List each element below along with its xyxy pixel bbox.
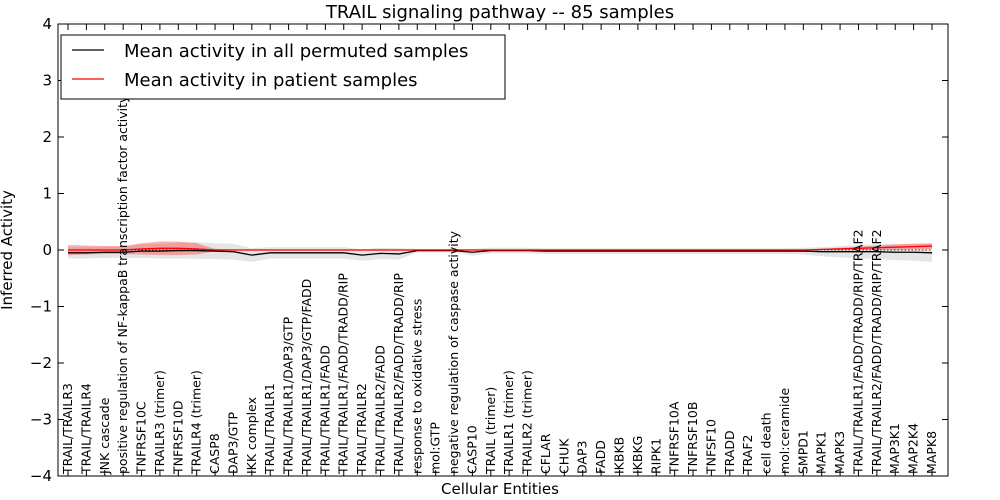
x-tick-label: SMPD1 <box>795 430 810 474</box>
x-tick-label: MAPK8 <box>924 431 939 474</box>
x-tick-label: TRAIL/TRAILR2 <box>354 383 369 475</box>
x-tick-label: positive regulation of NF-kappaB transcr… <box>115 95 130 474</box>
x-tick-label: mol:ceramide <box>777 388 792 474</box>
y-tick-label: 4 <box>42 15 52 33</box>
confidence-bands <box>68 241 932 262</box>
x-tick-label: TRADD <box>722 430 737 475</box>
x-tick-label: MAPK1 <box>814 431 829 474</box>
x-tick-label: CHUK <box>556 438 571 474</box>
y-tick-label: −3 <box>30 411 52 429</box>
legend-label-patient: Mean activity in patient samples <box>124 70 418 91</box>
legend-label-permuted: Mean activity in all permuted samples <box>124 41 468 62</box>
series-line-1 <box>68 245 933 251</box>
x-tick-label: TRAIL/TRAILR1/FADD/TRADD/RIP <box>336 273 351 475</box>
x-tick-label: IKBKG <box>630 436 645 474</box>
series-lines <box>68 245 933 256</box>
legend-box <box>60 34 506 100</box>
x-axis <box>67 24 933 476</box>
x-tick-label: MAP2K4 <box>906 423 921 474</box>
x-tick-label: TNFRSF10B <box>685 402 700 475</box>
x-axis-label: Cellular Entities <box>441 480 559 498</box>
y-tick-label: −4 <box>30 467 52 485</box>
x-tick-label: TRAIL/TRAILR1/DAP3/GTP/FADD <box>299 279 314 475</box>
x-tick-label: TRAIL/TRAILR1/FADD <box>317 345 332 475</box>
x-tick-label: CFLAR <box>538 433 553 474</box>
x-tick-label: mol:GTP <box>428 422 443 474</box>
x-tick-label: CASP10 <box>464 425 479 474</box>
x-tick-label: JNK cascade <box>97 397 112 475</box>
x-tick-label: TRAILR4 (trimer) <box>189 370 204 475</box>
chart-title: TRAIL signaling pathway -- 85 samples <box>325 2 674 23</box>
x-tick-label: response to oxidative stress <box>409 299 424 474</box>
x-tick-label: FADD <box>593 440 608 474</box>
plot-frame <box>57 23 949 477</box>
y-tick-label: −2 <box>30 354 52 372</box>
x-tick-label: TRAILR1 (trimer) <box>501 370 516 475</box>
x-tick-label: MAPK3 <box>832 431 847 474</box>
x-tick-label: IKBKB <box>611 437 626 474</box>
x-tick-label: IKK complex <box>244 397 259 474</box>
y-tick-label: 3 <box>42 72 52 90</box>
band-series-0 <box>68 242 932 262</box>
y-tick-label: 0 <box>42 241 52 259</box>
x-tick-label: TRAILR3 (trimer) <box>152 370 167 475</box>
band-series-1 <box>68 241 932 256</box>
x-tick-label: TRAIL/TRAILR3 <box>60 383 75 475</box>
legend: Mean activity in all permuted samples Me… <box>60 34 506 100</box>
y-axis: 4 3 2 1 0 −1 −2 −3 −4 <box>30 15 948 485</box>
x-tick-label: TRAIL/TRAILR2/FADD <box>373 345 388 475</box>
y-tick-label: −1 <box>30 298 52 316</box>
x-tick-label: TRAIL/TRAILR2/FADD/TRADD/RIP/TRAF2 <box>869 229 884 475</box>
x-tick-label: TNFRSF10A <box>667 401 682 475</box>
x-tick-label: TRAIL/TRAILR2/FADD/TRADD/RIP <box>391 273 406 475</box>
x-tick-labels: TRAIL/TRAILR3 TRAIL/TRAILR4 JNK cascade pos… <box>60 95 939 475</box>
x-tick-label: TRAIL (trimer) <box>483 387 498 475</box>
x-tick-label: DAP3 <box>575 441 590 474</box>
y-axis-label: Inferred Activity <box>0 190 16 310</box>
x-tick-label: TNFRSF10D <box>170 400 185 475</box>
x-tick-label: TRAIL/TRAILR1 <box>262 383 277 475</box>
x-tick-label: TNFRSF10C <box>134 401 149 475</box>
x-tick-label: RIPK1 <box>648 438 663 474</box>
x-tick-label: cell death <box>759 412 774 474</box>
x-tick-label: negative regulation of caspase activity <box>446 230 461 474</box>
y-tick-label: 2 <box>42 128 52 146</box>
x-tick-label: TRAF2 <box>740 434 755 475</box>
x-tick-label: CASP8 <box>207 433 222 474</box>
x-tick-label: TRAIL/TRAILR4 <box>78 383 93 475</box>
x-tick-label: TNFSF10 <box>703 419 718 475</box>
x-tick-label: TRAIL/TRAILR1/DAP3/GTP <box>281 316 296 475</box>
x-tick-label: TRAILR2 (trimer) <box>520 370 535 475</box>
y-tick-label: 1 <box>42 185 52 203</box>
x-tick-label: DAP3/GTP <box>225 411 240 474</box>
x-tick-label: TRAIL/TRAILR1/FADD/TRADD/RIP/TRAF2 <box>850 229 865 475</box>
x-tick-label: MAP3K1 <box>887 423 902 474</box>
